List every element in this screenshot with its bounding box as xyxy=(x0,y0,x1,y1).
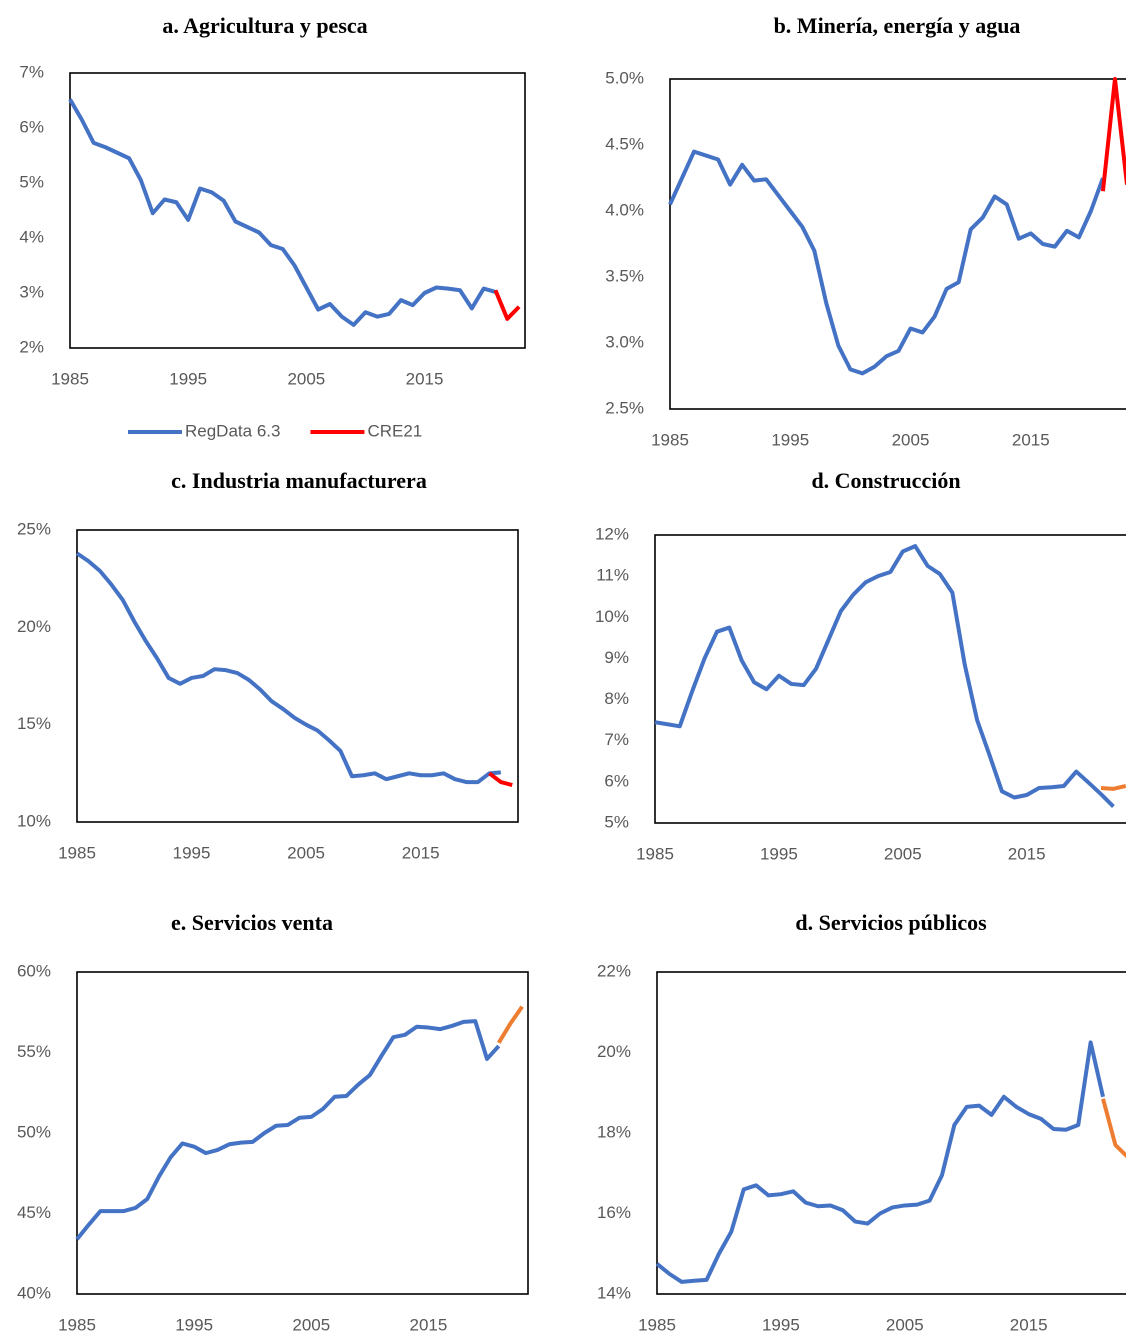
plot-frame xyxy=(76,971,529,1295)
y-tick-label: 45% xyxy=(17,1203,51,1222)
series-line xyxy=(68,98,496,327)
y-tick-label: 4.5% xyxy=(605,134,644,153)
y-tick-label: 10% xyxy=(17,811,51,830)
chart-title: a. Agricultura y pesca xyxy=(162,13,367,38)
y-tick-label: 8% xyxy=(604,689,629,708)
y-tick-label: 16% xyxy=(597,1203,631,1222)
x-tick-label: 1995 xyxy=(173,843,211,862)
plot-frame xyxy=(669,78,1126,410)
y-tick-label: 6% xyxy=(604,771,629,790)
series-line xyxy=(488,771,513,787)
x-tick-label: 1995 xyxy=(771,430,809,449)
series-line xyxy=(1100,77,1126,192)
y-tick-label: 14% xyxy=(597,1283,631,1302)
y-tick-label: 55% xyxy=(17,1042,51,1061)
y-tick-label: 12% xyxy=(595,524,629,543)
x-tick-label: 2005 xyxy=(892,430,930,449)
y-tick-label: 20% xyxy=(597,1042,631,1061)
series-line xyxy=(655,1040,1105,1284)
legend-label: CRE21 xyxy=(367,421,422,440)
y-tick-label: 60% xyxy=(17,961,51,980)
y-tick-label: 40% xyxy=(17,1283,51,1302)
series-line xyxy=(497,1005,524,1044)
x-tick-label: 2005 xyxy=(884,844,922,863)
x-tick-label: 2005 xyxy=(287,843,325,862)
x-tick-label: 2005 xyxy=(886,1315,924,1334)
x-tick-label: 1985 xyxy=(638,1315,676,1334)
y-tick-label: 3.5% xyxy=(605,266,644,285)
y-tick-label: 15% xyxy=(17,714,51,733)
y-tick-label: 5% xyxy=(19,172,44,191)
series-line xyxy=(1101,1098,1126,1159)
chart-title: e. Servicios venta xyxy=(171,910,333,935)
y-tick-label: 4% xyxy=(19,227,44,246)
y-tick-label: 6% xyxy=(19,117,44,136)
x-tick-label: 2005 xyxy=(292,1315,330,1334)
y-tick-label: 25% xyxy=(17,519,51,538)
chart-title: d. Servicios públicos xyxy=(795,910,987,935)
x-tick-label: 1995 xyxy=(169,369,207,388)
y-tick-label: 50% xyxy=(17,1122,51,1141)
chart-title: b. Minería, energía y agua xyxy=(774,13,1021,38)
x-tick-label: 1985 xyxy=(58,843,96,862)
x-tick-label: 1995 xyxy=(760,844,798,863)
x-tick-label: 1995 xyxy=(762,1315,800,1334)
x-tick-label: 1995 xyxy=(175,1315,213,1334)
y-tick-label: 3% xyxy=(19,282,44,301)
y-tick-label: 5.0% xyxy=(605,68,644,87)
plot-frame xyxy=(654,534,1126,824)
series-line xyxy=(1100,784,1126,791)
y-tick-label: 20% xyxy=(17,617,51,636)
x-tick-label: 1985 xyxy=(58,1315,96,1334)
y-tick-label: 18% xyxy=(597,1122,631,1141)
x-tick-label: 1985 xyxy=(651,430,689,449)
x-tick-label: 2005 xyxy=(287,369,325,388)
x-tick-label: 2015 xyxy=(1010,1315,1048,1334)
y-tick-label: 22% xyxy=(597,961,631,980)
series-line xyxy=(493,289,521,321)
x-tick-label: 2015 xyxy=(406,369,444,388)
y-tick-label: 2% xyxy=(19,337,44,356)
plot-frame xyxy=(656,971,1126,1295)
legend-label: RegData 6.3 xyxy=(185,421,280,440)
x-tick-label: 2015 xyxy=(410,1315,448,1334)
y-tick-label: 2.5% xyxy=(605,398,644,417)
series-line xyxy=(668,149,1105,376)
plot-frame xyxy=(76,529,519,823)
y-tick-label: 5% xyxy=(604,812,629,831)
x-tick-label: 2015 xyxy=(402,843,440,862)
x-tick-label: 2015 xyxy=(1012,430,1050,449)
y-tick-label: 7% xyxy=(604,730,629,749)
series-line xyxy=(75,1019,501,1241)
x-tick-label: 1985 xyxy=(51,369,89,388)
x-tick-label: 1985 xyxy=(636,844,674,863)
chart-title: d. Construcción xyxy=(811,468,960,493)
y-tick-label: 9% xyxy=(604,648,629,667)
y-tick-label: 4.0% xyxy=(605,200,644,219)
x-tick-label: 2015 xyxy=(1008,844,1046,863)
y-tick-label: 7% xyxy=(19,62,44,81)
series-line xyxy=(654,544,1115,808)
chart-title: c. Industria manufacturera xyxy=(171,468,427,493)
y-tick-label: 3.0% xyxy=(605,332,644,351)
plot-frame xyxy=(69,72,526,349)
y-tick-label: 11% xyxy=(596,566,629,585)
y-tick-label: 10% xyxy=(595,607,629,626)
series-line xyxy=(75,551,501,785)
